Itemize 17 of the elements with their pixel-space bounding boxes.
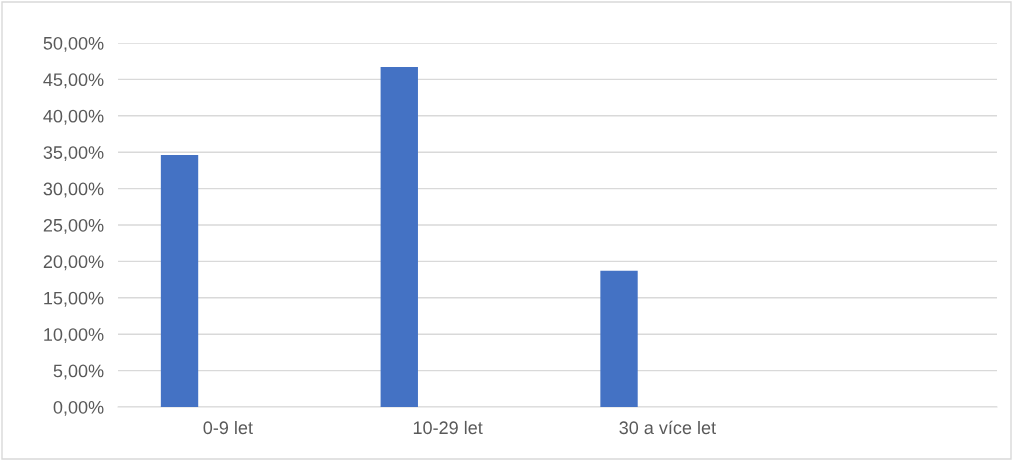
y-tick-label: 25,00%	[43, 218, 104, 234]
y-tick-label: 40,00%	[43, 109, 104, 125]
x-tick-label: 30 a více let	[619, 420, 716, 435]
bar	[380, 67, 418, 407]
y-tick-label: 0,00%	[53, 400, 104, 416]
y-tick-label: 35,00%	[43, 146, 104, 162]
y-tick-label: 5,00%	[53, 364, 104, 380]
bar	[160, 155, 199, 407]
x-tick-label: 10-29 let	[413, 420, 483, 435]
y-tick-label: 50,00%	[43, 36, 104, 52]
y-tick-label: 30,00%	[43, 182, 104, 198]
bar	[600, 270, 638, 407]
y-tick-label: 20,00%	[43, 255, 104, 271]
y-tick-label: 45,00%	[43, 73, 104, 89]
y-tick-label: 15,00%	[44, 291, 104, 307]
y-tick-label: 10,00%	[44, 328, 104, 344]
x-tick-label: 0-9 let	[203, 420, 253, 435]
